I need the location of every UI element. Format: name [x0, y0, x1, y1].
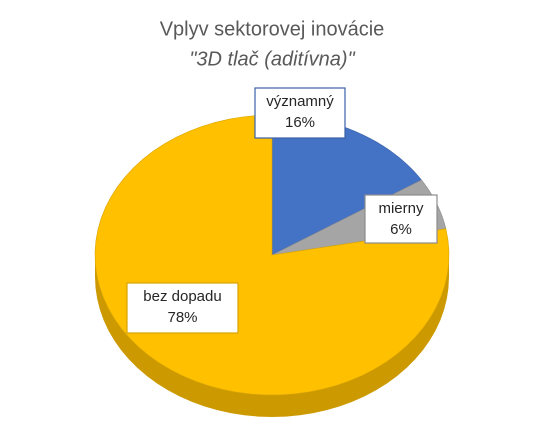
label-box — [126, 282, 239, 334]
label-category: mierny — [378, 200, 424, 217]
label-category: významný — [266, 93, 334, 110]
chart-subtitle: "3D tlač (aditívna)" — [189, 48, 355, 70]
chart-title: Vplyv sektorovej inovácie — [160, 18, 385, 40]
label-category: bez dopadu — [143, 288, 221, 305]
label-box — [364, 194, 438, 244]
label-value: 78% — [167, 309, 197, 326]
label-value: 6% — [390, 221, 412, 238]
label-box — [254, 87, 346, 139]
label-value: 16% — [285, 114, 315, 131]
